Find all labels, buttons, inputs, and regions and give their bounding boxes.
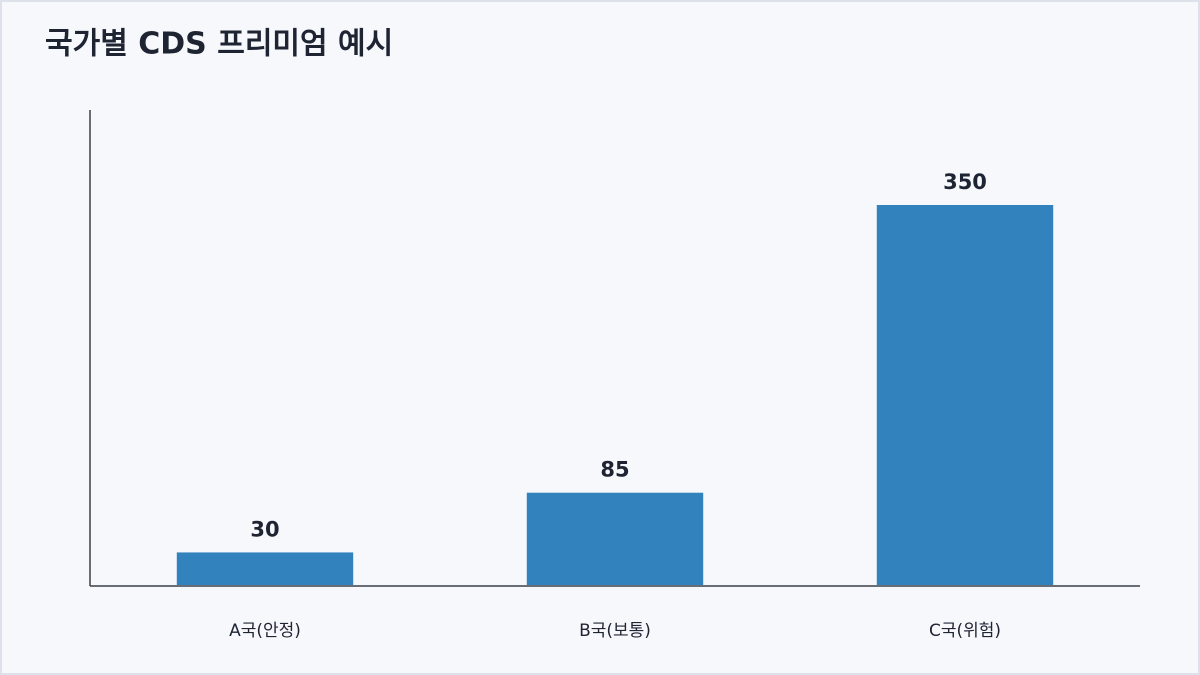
value-label: 85 bbox=[600, 458, 629, 482]
chart-title: 국가별 CDS 프리미엄 예시 bbox=[45, 27, 393, 62]
x-tick-label: C국(위험) bbox=[929, 621, 1001, 641]
bar bbox=[876, 205, 1054, 585]
value-label: 30 bbox=[250, 517, 279, 541]
bar bbox=[526, 492, 704, 585]
value-label: 350 bbox=[943, 170, 987, 194]
x-tick-label: B국(보통) bbox=[579, 621, 651, 641]
bar bbox=[176, 552, 354, 585]
x-tick-label: A국(안정) bbox=[229, 621, 301, 641]
